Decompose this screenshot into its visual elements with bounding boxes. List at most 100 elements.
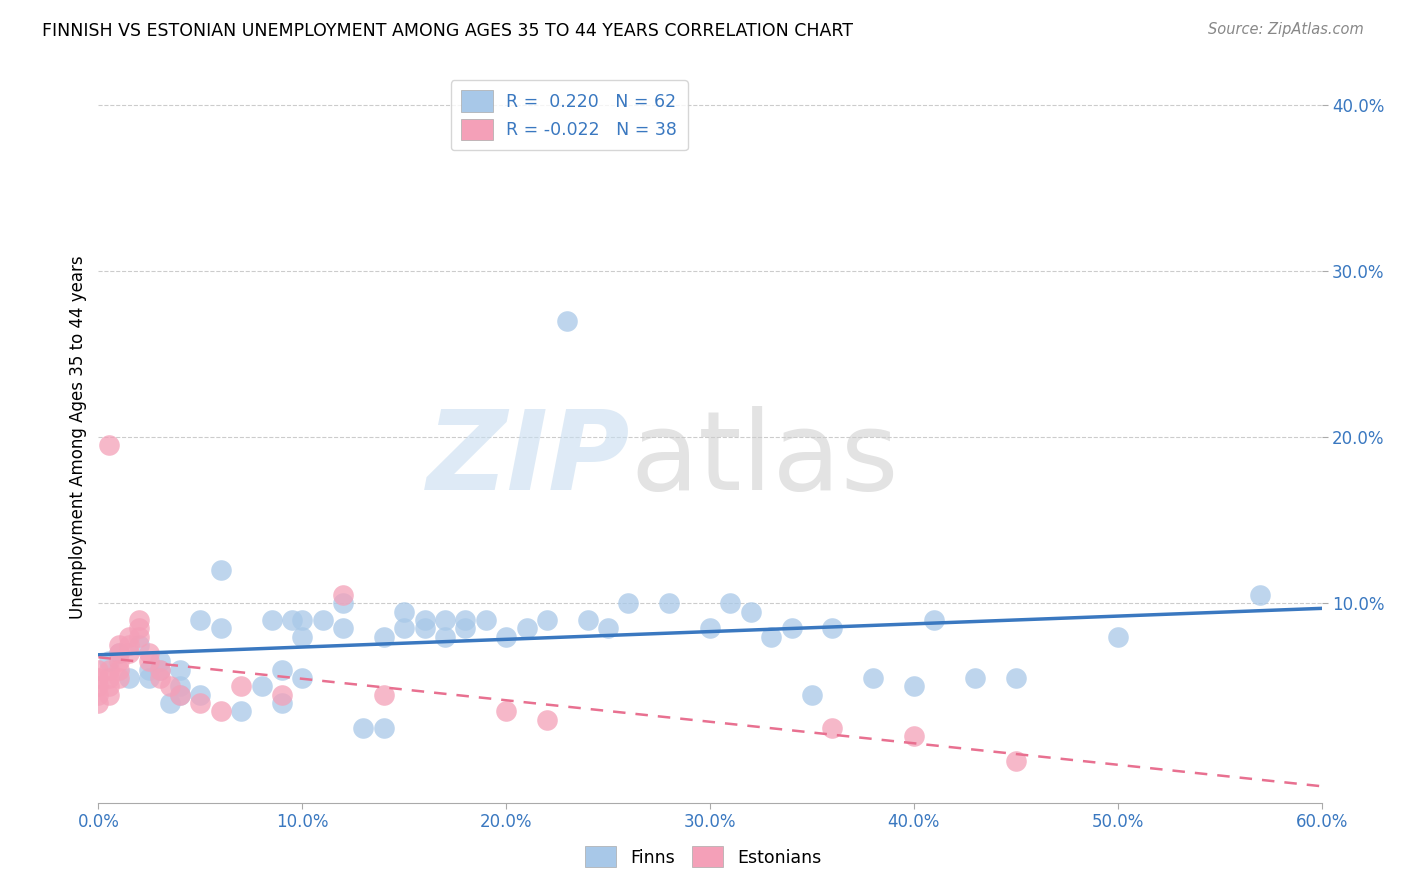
Point — [97, 680, 120, 694]
Point — [413, 621, 436, 635]
Point — [658, 596, 681, 610]
Point — [128, 621, 150, 635]
Point — [188, 688, 212, 702]
Point — [159, 696, 181, 710]
Point — [281, 613, 304, 627]
Point — [87, 671, 110, 685]
Point — [903, 729, 925, 743]
Point — [87, 663, 110, 677]
Point — [149, 671, 172, 685]
Point — [209, 705, 232, 719]
Point — [97, 663, 120, 677]
Point — [188, 613, 212, 627]
Point — [454, 613, 477, 627]
Point — [108, 663, 131, 677]
Point — [149, 655, 172, 669]
Y-axis label: Unemployment Among Ages 35 to 44 years: Unemployment Among Ages 35 to 44 years — [69, 255, 87, 619]
Text: ZIP: ZIP — [427, 406, 630, 513]
Point — [270, 688, 294, 702]
Point — [740, 605, 762, 619]
Point — [1004, 754, 1026, 768]
Point — [699, 621, 721, 635]
Text: Source: ZipAtlas.com: Source: ZipAtlas.com — [1208, 22, 1364, 37]
Point — [761, 630, 783, 644]
Point — [87, 680, 110, 694]
Point — [87, 688, 110, 702]
Text: FINNISH VS ESTONIAN UNEMPLOYMENT AMONG AGES 35 TO 44 YEARS CORRELATION CHART: FINNISH VS ESTONIAN UNEMPLOYMENT AMONG A… — [42, 22, 853, 40]
Point — [922, 613, 945, 627]
Point — [373, 630, 395, 644]
Point — [332, 621, 354, 635]
Point — [291, 671, 314, 685]
Point — [474, 613, 498, 627]
Point — [373, 688, 395, 702]
Point — [138, 646, 160, 660]
Point — [413, 613, 436, 627]
Point — [169, 680, 191, 694]
Point — [118, 638, 141, 652]
Point — [97, 671, 120, 685]
Point — [434, 613, 457, 627]
Point — [231, 680, 253, 694]
Point — [87, 696, 110, 710]
Point — [97, 655, 120, 669]
Point — [291, 613, 314, 627]
Text: atlas: atlas — [630, 406, 898, 513]
Point — [965, 671, 987, 685]
Point — [149, 663, 172, 677]
Point — [188, 696, 212, 710]
Point — [801, 688, 824, 702]
Point — [159, 680, 181, 694]
Legend: Finns, Estonians: Finns, Estonians — [578, 839, 828, 874]
Point — [138, 671, 160, 685]
Point — [118, 646, 141, 660]
Point — [352, 721, 374, 735]
Point — [1107, 630, 1129, 644]
Point — [598, 621, 620, 635]
Point — [780, 621, 803, 635]
Point — [516, 621, 538, 635]
Point — [209, 621, 232, 635]
Point — [118, 671, 141, 685]
Point — [270, 696, 294, 710]
Point — [821, 621, 844, 635]
Point — [1249, 588, 1271, 602]
Point — [128, 613, 150, 627]
Point — [434, 630, 457, 644]
Point — [291, 630, 314, 644]
Point — [128, 630, 150, 644]
Point — [720, 596, 742, 610]
Point — [392, 621, 416, 635]
Point — [260, 613, 283, 627]
Point — [495, 705, 517, 719]
Point — [536, 713, 558, 727]
Point — [209, 563, 232, 577]
Point — [118, 630, 141, 644]
Point — [536, 613, 558, 627]
Point — [617, 596, 640, 610]
Point — [128, 638, 150, 652]
Point — [270, 663, 294, 677]
Point — [312, 613, 335, 627]
Point — [108, 646, 131, 660]
Point — [169, 688, 191, 702]
Point — [231, 705, 253, 719]
Point — [862, 671, 884, 685]
Point — [97, 438, 120, 452]
Point — [108, 671, 131, 685]
Point — [392, 605, 416, 619]
Point — [1004, 671, 1026, 685]
Point — [138, 655, 160, 669]
Legend: R =  0.220   N = 62, R = -0.022   N = 38: R = 0.220 N = 62, R = -0.022 N = 38 — [451, 80, 688, 150]
Point — [495, 630, 517, 644]
Point — [169, 663, 191, 677]
Point — [821, 721, 844, 735]
Point — [576, 613, 599, 627]
Point — [250, 680, 273, 694]
Point — [108, 655, 131, 669]
Point — [149, 663, 172, 677]
Point — [332, 588, 354, 602]
Point — [332, 596, 354, 610]
Point — [454, 621, 477, 635]
Point — [97, 688, 120, 702]
